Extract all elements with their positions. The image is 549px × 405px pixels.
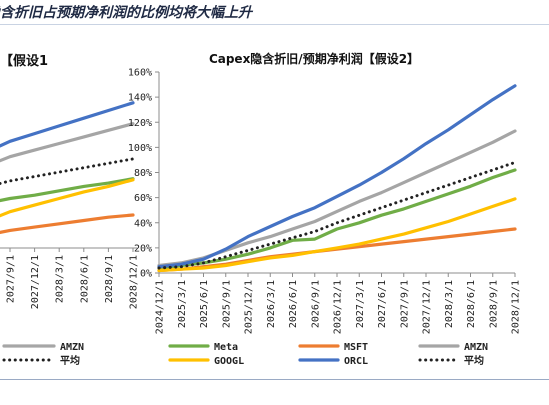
x-tick-label: 2027/12/1	[422, 280, 433, 334]
y-tick-label: 160%	[128, 68, 152, 79]
bottom-divider	[0, 379, 549, 380]
right-panel-chart: 0% 20% 40% 60% 80% 100% 120% 140% 160% 2024/12/1 2…	[128, 68, 522, 335]
x-tick-label: 2025/6/1	[199, 280, 210, 328]
y-tick-label: 120%	[128, 118, 152, 129]
left-panel-chart: 2027/9/1 2027/12/1 2028/3/1 2028/6/1 2028/9/…	[0, 101, 140, 309]
left-series-line-googl	[0, 178, 135, 218]
left-x-tick-label: 2027/9/1	[6, 255, 17, 303]
right-legend: Meta MSFT AMZN GOOGL ORCL 平均	[168, 342, 488, 367]
x-tick-label: 2024/12/1	[155, 280, 166, 334]
x-tick-label: 2028/9/1	[488, 280, 499, 328]
left-x-tick-label: 2028/6/1	[79, 255, 90, 303]
series-line-平均	[157, 160, 517, 270]
left-x-tick-label: 2028/3/1	[55, 255, 66, 303]
y-tick-label: 20%	[134, 243, 152, 254]
series-line-amzn	[157, 129, 517, 268]
series-line-meta	[157, 168, 517, 270]
left-series-line-meta	[0, 177, 135, 203]
x-tick-label: 2026/3/1	[266, 280, 277, 328]
x-tick-label: 2026/6/1	[288, 280, 299, 328]
left-series-line-orcl	[0, 101, 135, 148]
title-divider	[0, 24, 549, 25]
legend-label: AMZN	[464, 342, 488, 353]
y-tick-label: 60%	[134, 193, 152, 204]
series-line-msft	[157, 227, 517, 273]
left-series-line-平均	[0, 157, 135, 185]
x-tick-label: 2028/12/1	[511, 280, 522, 334]
series-line-orcl	[157, 84, 517, 269]
x-tick-label: 2028/3/1	[444, 280, 455, 328]
x-tick-label: 2025/12/1	[244, 280, 255, 334]
x-tick-label: 2027/9/1	[399, 280, 410, 328]
y-tick-label: 80%	[134, 168, 152, 179]
page-title: 隐含折旧占预期净利润的比例均将大幅上升	[0, 5, 252, 21]
left-series-line-msft	[0, 213, 135, 234]
x-tick-label: 2027/6/1	[377, 280, 388, 328]
left-legend-label: 平均	[60, 354, 80, 367]
legend-label: 平均	[464, 354, 484, 367]
chart-title: Capex隐含折旧/预期净利润【假设2】	[209, 51, 419, 66]
x-tick-label: 2025/9/1	[221, 280, 232, 328]
series-line-googl	[157, 197, 517, 273]
x-tick-label: 2026/12/1	[333, 280, 344, 334]
left-x-tick-label: 2027/12/1	[30, 255, 41, 309]
x-tick-label: 2028/6/1	[466, 280, 477, 328]
x-tick-label: 2027/3/1	[355, 280, 366, 328]
legend-label: MSFT	[344, 342, 368, 353]
legend-label: GOOGL	[214, 356, 244, 367]
left-x-tick-label: 2028/12/1	[129, 255, 140, 309]
y-tick-label: 140%	[128, 93, 152, 104]
left-series-line-amzn	[0, 122, 135, 163]
y-tick-label: 100%	[128, 143, 152, 154]
left-panel-title: 假设1】	[0, 54, 49, 69]
left-x-tick-label: 2028/9/1	[104, 255, 115, 303]
legend-label: ORCL	[344, 356, 368, 367]
legend-label: Meta	[214, 342, 238, 353]
x-tick-label: 2026/9/1	[310, 280, 321, 328]
left-legend-label: AMZN	[60, 342, 84, 353]
y-tick-label: 40%	[134, 218, 152, 229]
x-tick-label: 2025/3/1	[177, 280, 188, 328]
y-tick-label: 0%	[140, 269, 152, 280]
